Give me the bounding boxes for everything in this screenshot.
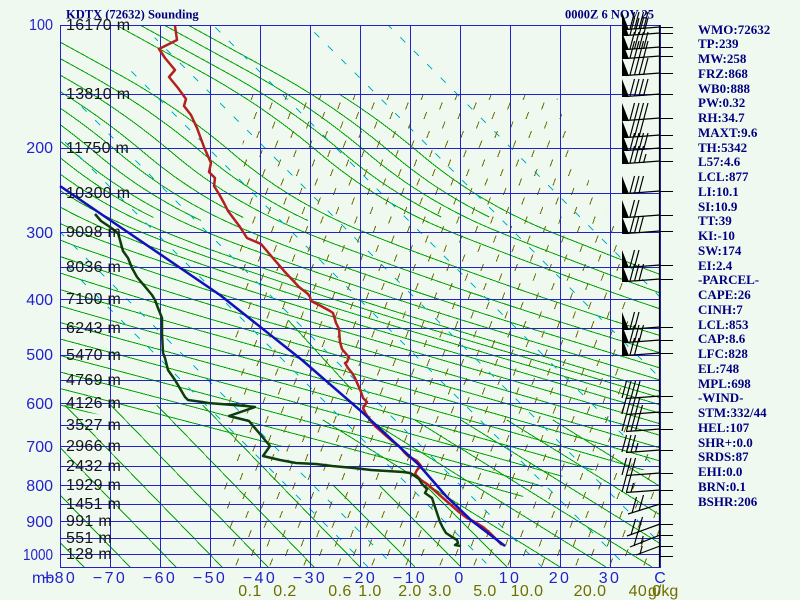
svg-text:300: 300	[26, 225, 53, 242]
svg-text:30: 30	[599, 570, 622, 587]
svg-text:−10: −10	[393, 570, 427, 587]
svg-text:200: 200	[26, 140, 53, 157]
svg-text:400: 400	[26, 292, 53, 309]
svg-text:16170 m: 16170 m	[66, 17, 130, 34]
svg-text:2.0: 2.0	[398, 583, 421, 600]
svg-text:2432 m: 2432 m	[66, 458, 121, 475]
svg-text:9098 m: 9098 m	[66, 224, 121, 241]
svg-text:−50: −50	[193, 570, 227, 587]
svg-text:−70: −70	[93, 570, 127, 587]
svg-text:991 m: 991 m	[66, 513, 112, 530]
svg-text:20: 20	[549, 570, 572, 587]
svg-text:−40: −40	[243, 570, 277, 587]
svg-text:900: 900	[26, 514, 53, 531]
svg-text:11750 m: 11750 m	[66, 140, 129, 157]
svg-text:3527 m: 3527 m	[66, 417, 121, 434]
svg-text:500: 500	[26, 347, 53, 364]
svg-text:0: 0	[454, 570, 465, 587]
svg-text:6243 m: 6243 m	[66, 320, 121, 337]
svg-text:0.1: 0.1	[238, 583, 261, 600]
svg-text:600: 600	[26, 396, 53, 413]
svg-text:5.0: 5.0	[473, 583, 496, 600]
svg-text:3.0: 3.0	[428, 583, 451, 600]
svg-text:0000Z 6 NOV 25: 0000Z 6 NOV 25	[565, 8, 654, 22]
svg-text:0.6: 0.6	[328, 583, 351, 600]
svg-text:1929 m: 1929 m	[66, 477, 121, 494]
svg-text:40.0: 40.0	[629, 583, 662, 600]
svg-text:700: 700	[26, 439, 53, 456]
svg-text:128 m: 128 m	[66, 546, 112, 563]
svg-text:4769 m: 4769 m	[66, 372, 121, 389]
svg-text:1.0: 1.0	[358, 583, 381, 600]
svg-text:mb: mb	[32, 570, 54, 587]
svg-text:13810 m: 13810 m	[66, 86, 130, 103]
svg-text:10: 10	[499, 570, 522, 587]
svg-text:10300 m: 10300 m	[66, 185, 130, 202]
svg-text:KDTX (72632) Sounding: KDTX (72632) Sounding	[66, 8, 199, 22]
svg-text:8036 m: 8036 m	[66, 259, 121, 276]
svg-text:−80: −80	[43, 570, 77, 587]
svg-text:2966 m: 2966 m	[66, 438, 121, 455]
svg-text:4126 m: 4126 m	[66, 395, 121, 412]
svg-text:1000: 1000	[23, 547, 53, 564]
svg-text:100: 100	[29, 17, 53, 34]
svg-text:0.2: 0.2	[273, 583, 296, 600]
svg-text:10.0: 10.0	[511, 583, 544, 600]
svg-text:800: 800	[26, 478, 53, 495]
svg-text:551 m: 551 m	[66, 530, 112, 547]
svg-text:−60: −60	[143, 570, 177, 587]
svg-text:g/kg: g/kg	[648, 583, 678, 600]
svg-text:7100 m: 7100 m	[66, 291, 121, 308]
svg-text:−30: −30	[293, 570, 327, 587]
svg-text:5470 m: 5470 m	[66, 347, 121, 364]
svg-text:20.0: 20.0	[574, 583, 607, 600]
svg-text:−20: −20	[343, 570, 377, 587]
svg-text:C: C	[654, 570, 666, 587]
svg-text:1451 m: 1451 m	[66, 496, 121, 513]
